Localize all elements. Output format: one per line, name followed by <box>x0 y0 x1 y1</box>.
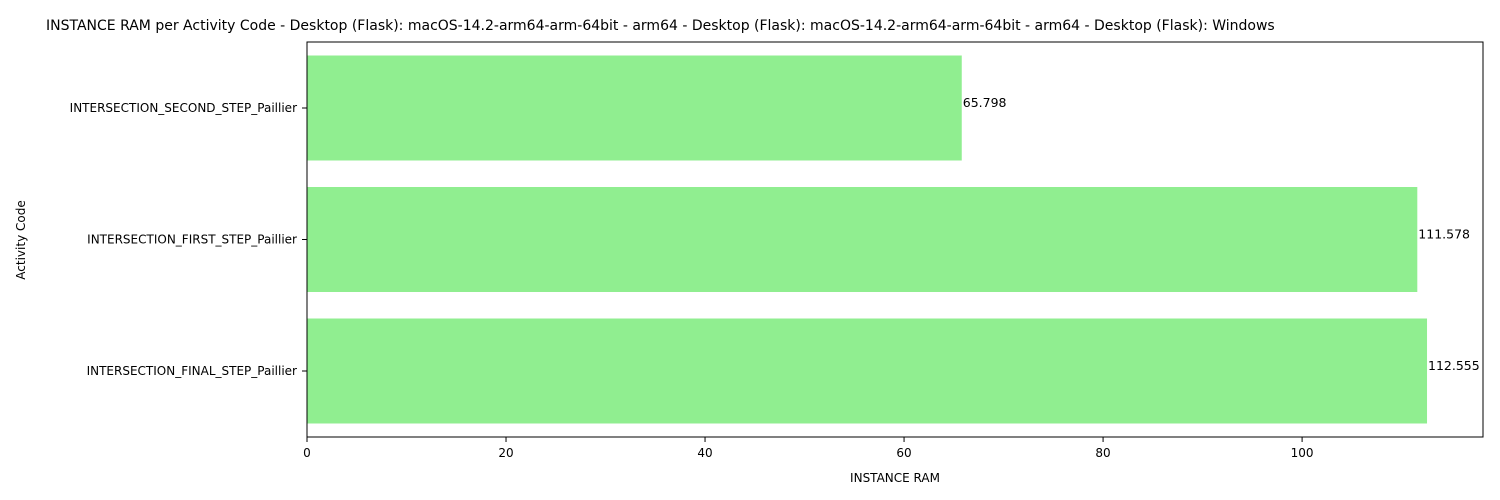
y-axis-label: Activity Code <box>14 200 28 279</box>
x-tick-label: 40 <box>697 446 712 460</box>
y-tick-label: INTERSECTION_FINAL_STEP_Paillier <box>87 364 297 378</box>
data-label: 112.555 <box>1428 358 1480 373</box>
chart-title: INSTANCE RAM per Activity Code - Desktop… <box>46 18 1275 34</box>
data-label: 65.798 <box>963 95 1007 110</box>
data-label: 111.578 <box>1418 227 1470 242</box>
x-tick-label: 20 <box>498 446 513 460</box>
x-tick-label: 80 <box>1095 446 1110 460</box>
x-tick-label: 100 <box>1291 446 1314 460</box>
bar <box>307 187 1418 292</box>
x-axis-label: INSTANCE RAM <box>850 471 940 485</box>
plot-area: 65.798 INTERSECTION_SECOND_STEP_Paillier 1… <box>70 41 1484 460</box>
bar <box>307 318 1428 424</box>
y-tick-label: INTERSECTION_SECOND_STEP_Paillier <box>70 101 297 115</box>
x-tick-label: 0 <box>303 446 311 460</box>
y-tick-label: INTERSECTION_FIRST_STEP_Paillier <box>87 233 297 247</box>
x-tick-label: 60 <box>896 446 911 460</box>
bar <box>307 55 962 161</box>
axes-frame <box>306 41 1484 438</box>
